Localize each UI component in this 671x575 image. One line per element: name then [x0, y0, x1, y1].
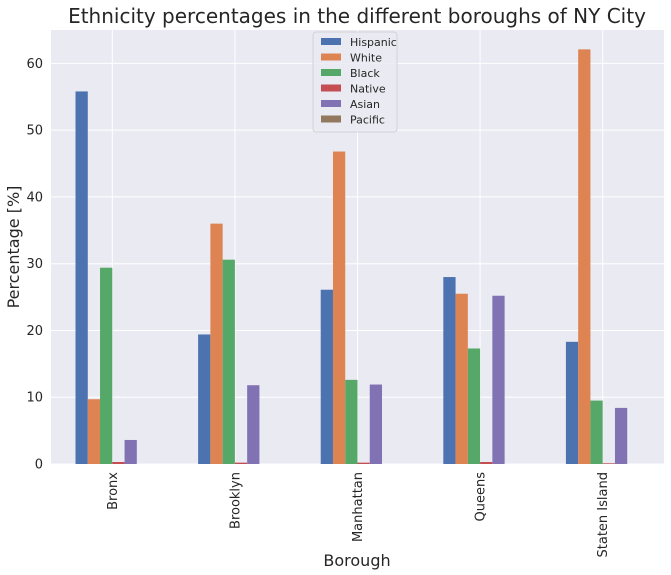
bar-white-brooklyn: [210, 223, 223, 464]
bar-native-bronx: [112, 462, 125, 464]
y-axis-ticks: 0 10 20 30 40 50 60: [26, 57, 43, 473]
y-tick-label: 20: [26, 324, 43, 339]
bars: [75, 49, 628, 465]
bar-white-queens: [455, 293, 468, 464]
y-tick-label: 30: [26, 257, 43, 272]
legend-swatch-hispanic: [321, 38, 341, 45]
bar-native-brooklyn: [234, 462, 248, 464]
x-tick-label: Bronx: [106, 472, 121, 510]
legend-swatch-black: [321, 69, 341, 76]
legend-label-pacific: Pacific: [350, 114, 385, 127]
bar-white-manhattan: [332, 151, 346, 464]
bar-native-manhattan: [357, 462, 370, 464]
x-tick-label: Staten Island: [596, 472, 611, 557]
y-tick-label: 60: [26, 57, 43, 72]
legend-swatch-white: [321, 53, 341, 61]
x-axis-label: Borough: [323, 551, 390, 570]
y-axis-label: Percentage [%]: [4, 186, 23, 309]
bar-black-staten-island: [590, 400, 603, 464]
legend: Hispanic White Black Native Asian Pacific: [312, 31, 398, 133]
bar-hispanic-staten-island: [565, 341, 579, 464]
x-tick-label: Brooklyn: [228, 472, 243, 529]
legend-swatch-asian: [321, 100, 341, 107]
legend-label-white: White: [350, 52, 382, 65]
bar-hispanic-brooklyn: [198, 334, 211, 464]
y-tick-label: 50: [26, 124, 43, 139]
bar-hispanic-queens: [443, 277, 456, 464]
bar-white-bronx: [87, 399, 101, 464]
bar-native-queens: [480, 462, 493, 464]
legend-swatch-pacific: [321, 115, 341, 123]
bar-black-bronx: [100, 267, 113, 464]
bar-asian-manhattan: [369, 384, 383, 464]
chart-title: Ethnicity percentages in the different b…: [68, 4, 646, 28]
legend-label-hispanic: Hispanic: [350, 36, 397, 49]
y-tick-label: 40: [26, 190, 43, 205]
y-tick-label: 10: [26, 391, 43, 406]
legend-label-native: Native: [350, 83, 386, 96]
bar-native-staten-island: [602, 463, 615, 464]
bar-white-staten-island: [578, 49, 591, 465]
y-tick-label: 0: [35, 458, 43, 473]
bar-asian-bronx: [124, 439, 137, 464]
bar-black-queens: [467, 348, 481, 464]
bar-hispanic-bronx: [75, 91, 88, 465]
x-tick-label: Manhattan: [351, 472, 366, 542]
x-tick-label: Queens: [474, 472, 489, 522]
x-axis-ticks: Bronx Brooklyn Manhattan Queens Staten Islan…: [106, 472, 611, 558]
bar-black-brooklyn: [222, 259, 235, 464]
legend-swatch-native: [321, 84, 341, 92]
bar-hispanic-manhattan: [320, 289, 333, 464]
bar-black-manhattan: [345, 379, 358, 464]
bar-asian-staten-island: [614, 407, 628, 464]
legend-label-black: Black: [350, 67, 380, 80]
bar-asian-brooklyn: [247, 385, 260, 464]
legend-label-asian: Asian: [350, 98, 380, 111]
bar-asian-queens: [492, 295, 505, 464]
